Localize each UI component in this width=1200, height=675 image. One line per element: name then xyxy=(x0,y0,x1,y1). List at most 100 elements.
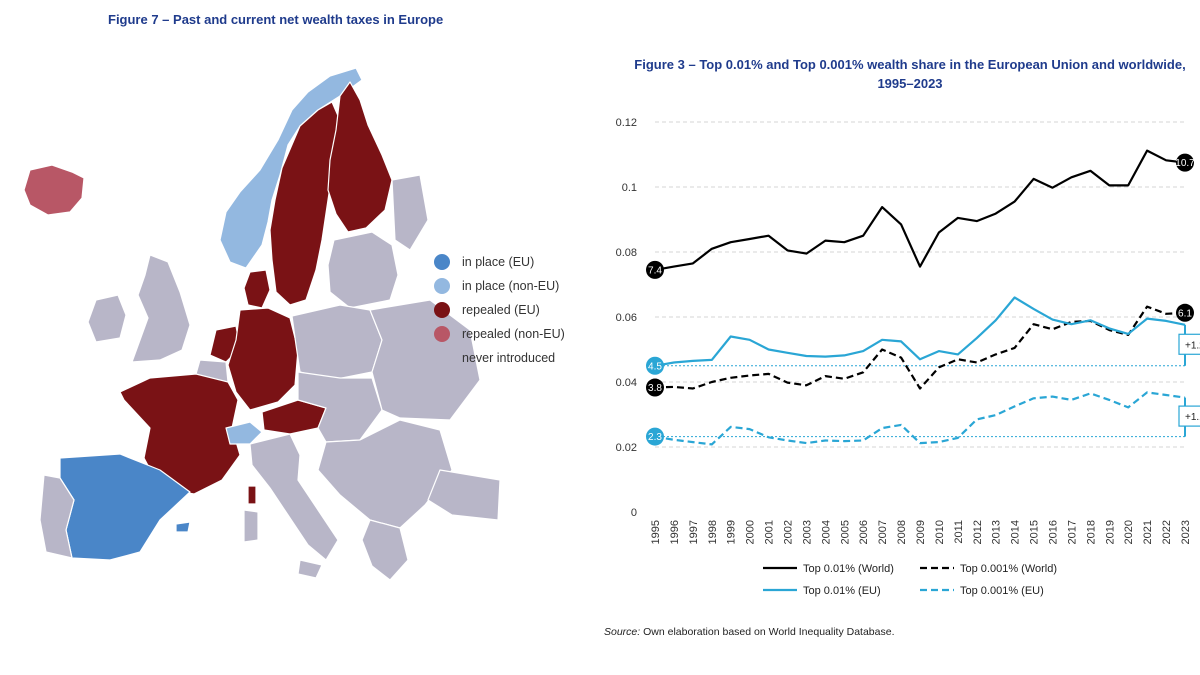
series-line xyxy=(654,149,1186,271)
x-tick-label: 2021 xyxy=(1142,520,1154,544)
x-tick-label: 2002 xyxy=(783,520,795,544)
x-tick-label: 1996 xyxy=(669,520,681,544)
country-sweden xyxy=(269,101,343,306)
map-legend-item: repealed (non-EU) xyxy=(434,322,565,346)
x-tick-label: 1999 xyxy=(726,520,738,544)
reference-lines xyxy=(655,365,1185,438)
series-lines xyxy=(654,149,1186,446)
y-tick-label: 0.1 xyxy=(622,182,637,194)
map-title: Figure 7 – Past and current net wealth t… xyxy=(108,12,444,27)
legend-label: never introduced xyxy=(462,351,556,365)
legend-label: Top 0.001% (World) xyxy=(960,563,1057,575)
x-tick-label: 2018 xyxy=(1085,520,1097,544)
start-badge-label: 2.3 xyxy=(648,432,662,443)
chart-source: Source: Own elaboration based on World I… xyxy=(604,626,894,638)
legend-swatch-repealed-eu xyxy=(434,302,450,318)
map-legend-item: never introduced xyxy=(434,346,565,370)
legend-label: Top 0.001% (EU) xyxy=(960,585,1044,597)
country-uk xyxy=(131,254,191,363)
change-label: +1.1pp xyxy=(1185,412,1200,423)
x-tick-label: 1998 xyxy=(707,520,719,544)
country-portugal xyxy=(39,474,75,559)
legend-swatch-repealed-non-eu xyxy=(434,326,450,342)
country-greece xyxy=(361,519,409,581)
europe-map xyxy=(23,67,501,581)
map-legend: in place (EU) in place (non-EU) repealed… xyxy=(434,250,565,370)
series-line xyxy=(654,391,1186,446)
y-tick-label: 0.08 xyxy=(616,247,637,259)
legend-label: in place (non-EU) xyxy=(462,279,560,293)
end-badge-label: 6.1 xyxy=(1178,308,1192,319)
series-line xyxy=(654,305,1186,390)
source-prefix: Source: xyxy=(604,626,641,638)
country-sicily xyxy=(297,559,323,579)
legend-swatch-in-place-eu xyxy=(434,254,450,270)
end-badge-label: 10.7 xyxy=(1175,158,1195,169)
x-tick-label: 2016 xyxy=(1048,520,1060,544)
map-legend-item: in place (EU) xyxy=(434,250,565,274)
x-tick-label: 2008 xyxy=(896,520,908,544)
legend-label: repealed (non-EU) xyxy=(462,327,565,341)
y-tick-label: 0.12 xyxy=(616,117,637,129)
country-balearics xyxy=(175,521,191,533)
country-corsica xyxy=(247,485,257,505)
country-baltics xyxy=(327,231,399,309)
x-tick-label: 2011 xyxy=(953,520,965,544)
country-switzerland xyxy=(225,421,263,445)
legend-label: in place (EU) xyxy=(462,255,535,269)
x-tick-label: 2014 xyxy=(1010,520,1022,544)
x-tick-label: 2007 xyxy=(877,520,889,544)
x-tick-label: 2001 xyxy=(764,520,776,544)
map-legend-item: in place (non-EU) xyxy=(434,274,565,298)
country-sardinia xyxy=(243,509,259,543)
start-badge-label: 7.4 xyxy=(648,265,662,276)
x-tick-label: 2012 xyxy=(972,520,984,544)
end-badge xyxy=(1176,303,1194,322)
x-tick-label: 2005 xyxy=(839,520,851,544)
start-badge xyxy=(646,427,664,446)
x-tick-label: 2022 xyxy=(1161,520,1173,544)
start-badge-label: 3.8 xyxy=(648,383,662,394)
country-turkey-west xyxy=(427,469,501,521)
start-badge xyxy=(646,260,664,279)
country-ireland xyxy=(87,294,127,343)
country-ukraine xyxy=(369,299,481,421)
y-tick-label: 0.06 xyxy=(616,312,637,324)
source-text: Own elaboration based on World Inequalit… xyxy=(640,626,895,638)
x-tick-label: 2015 xyxy=(1029,520,1041,544)
x-tick-label: 2020 xyxy=(1123,520,1135,544)
map-legend-item: repealed (EU) xyxy=(434,298,565,322)
start-badge xyxy=(646,378,664,397)
series-line xyxy=(654,296,1186,367)
x-tick-label: 1995 xyxy=(650,520,662,544)
start-badge xyxy=(646,356,664,375)
wealth-share-chart: 00.020.040.060.080.10.12 1995 1996 1997 199… xyxy=(616,117,1200,597)
y-axis-ticks: 0 0.02 0.04 0.06 0.08 0.1 0.12 xyxy=(616,117,637,519)
x-tick-label: 2006 xyxy=(858,520,870,544)
x-tick-label: 2000 xyxy=(745,520,757,544)
x-tick-label: 2010 xyxy=(934,520,946,544)
country-denmark xyxy=(243,269,271,309)
legend-label: Top 0.01% (EU) xyxy=(803,585,881,597)
x-tick-label: 1997 xyxy=(688,520,700,544)
x-axis-ticks: 1995 1996 1997 1998 1999 2000 2001 2002 2003 2004… xyxy=(650,520,1192,544)
chart-legend: Top 0.01% (World) Top 0.001% (World) Top 0… xyxy=(763,563,1057,597)
series-badges: 7.4 10.7 3.8 6.1 4.5 +1.2pp 2.3 +1.1pp xyxy=(646,153,1200,446)
change-label: +1.2pp xyxy=(1185,340,1200,351)
y-tick-label: 0 xyxy=(631,507,637,519)
end-badge xyxy=(1176,153,1194,172)
chart-title: Figure 3 – Top 0.01% and Top 0.001% weal… xyxy=(634,57,1186,91)
x-tick-label: 2004 xyxy=(820,520,832,544)
x-tick-label: 2009 xyxy=(915,520,927,544)
y-tick-label: 0.04 xyxy=(616,377,637,389)
x-tick-label: 2023 xyxy=(1180,520,1192,544)
country-poland xyxy=(291,304,383,381)
country-balkans xyxy=(317,419,453,529)
legend-swatch-never-introduced xyxy=(434,350,450,366)
legend-label: repealed (EU) xyxy=(462,303,540,317)
y-tick-label: 0.02 xyxy=(616,442,637,454)
x-tick-label: 2017 xyxy=(1066,520,1078,544)
country-russia-west xyxy=(391,174,429,251)
country-germany xyxy=(227,307,299,411)
x-tick-label: 2003 xyxy=(801,520,813,544)
